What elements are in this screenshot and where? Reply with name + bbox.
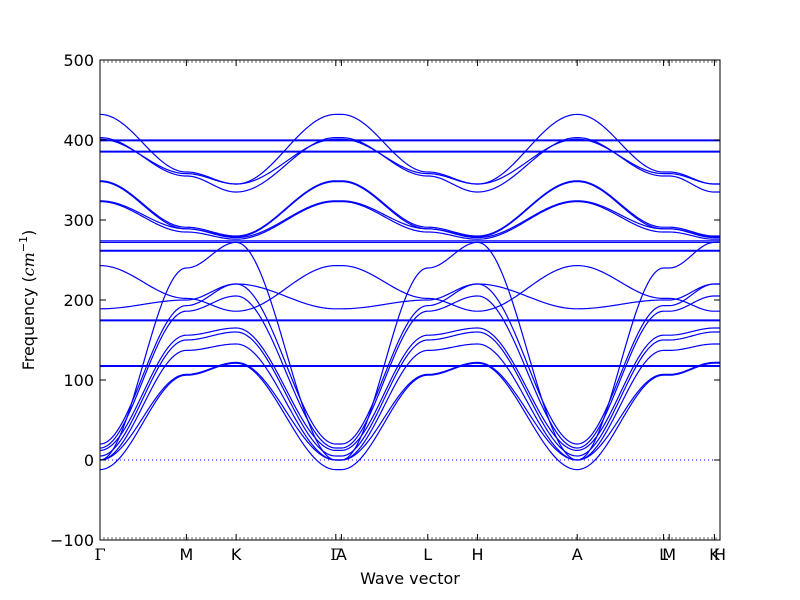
band-19 [99,200,720,240]
x-tick-label-3: K [231,545,242,564]
band-lines [99,113,720,471]
y-tick-label: 200 [63,291,94,310]
y-tick-label: 300 [63,211,94,230]
y-tick-label: 0 [84,451,94,470]
x-tick-label-1: Γ [94,545,105,564]
y-tick-label: 500 [63,51,94,70]
band-6 [99,331,720,457]
band-10 [99,295,720,449]
band-22 [99,180,720,237]
x-tick-label-4: Γ [330,545,341,564]
band-12 [99,283,720,310]
y-ticks: −100 0 100 200 300 400 500 [50,51,720,550]
band-14 [99,241,720,461]
x-tick-label-7: H [472,545,484,564]
band-1 [99,362,720,471]
x-tick-label-12: H [714,545,726,564]
band-2 [99,361,720,461]
y-tick-label: −100 [50,531,94,550]
y-tick-label: 400 [63,131,94,150]
x-tick-label-11: K [709,545,720,564]
band-5 [99,343,720,461]
x-tick-label-5: A [336,545,347,564]
band-21 [99,180,720,238]
x-tick-label-9: L [659,545,668,564]
plot-frame [99,59,721,541]
x-tick-label-10: M [662,545,676,564]
y-axis-label: Frequency (cm−1) [17,230,38,371]
x-tick-label-6: L [423,545,432,564]
y-tick-label: 100 [63,371,94,390]
y-axis-label-unit: cm [19,252,38,276]
x-axis-label: Wave vector [360,569,460,588]
band-7 [99,327,720,452]
x-tick-label-2: M [179,545,193,564]
y-axis-label-close: ) [19,230,38,236]
y-axis-label-text: Frequency ( [19,276,38,370]
band-13 [99,264,720,312]
y-axis-label-exponent: −1 [17,236,30,252]
band-28 [99,136,720,193]
band-29 [99,113,720,185]
band-11 [99,283,720,445]
x-tick-label-8: A [572,545,583,564]
